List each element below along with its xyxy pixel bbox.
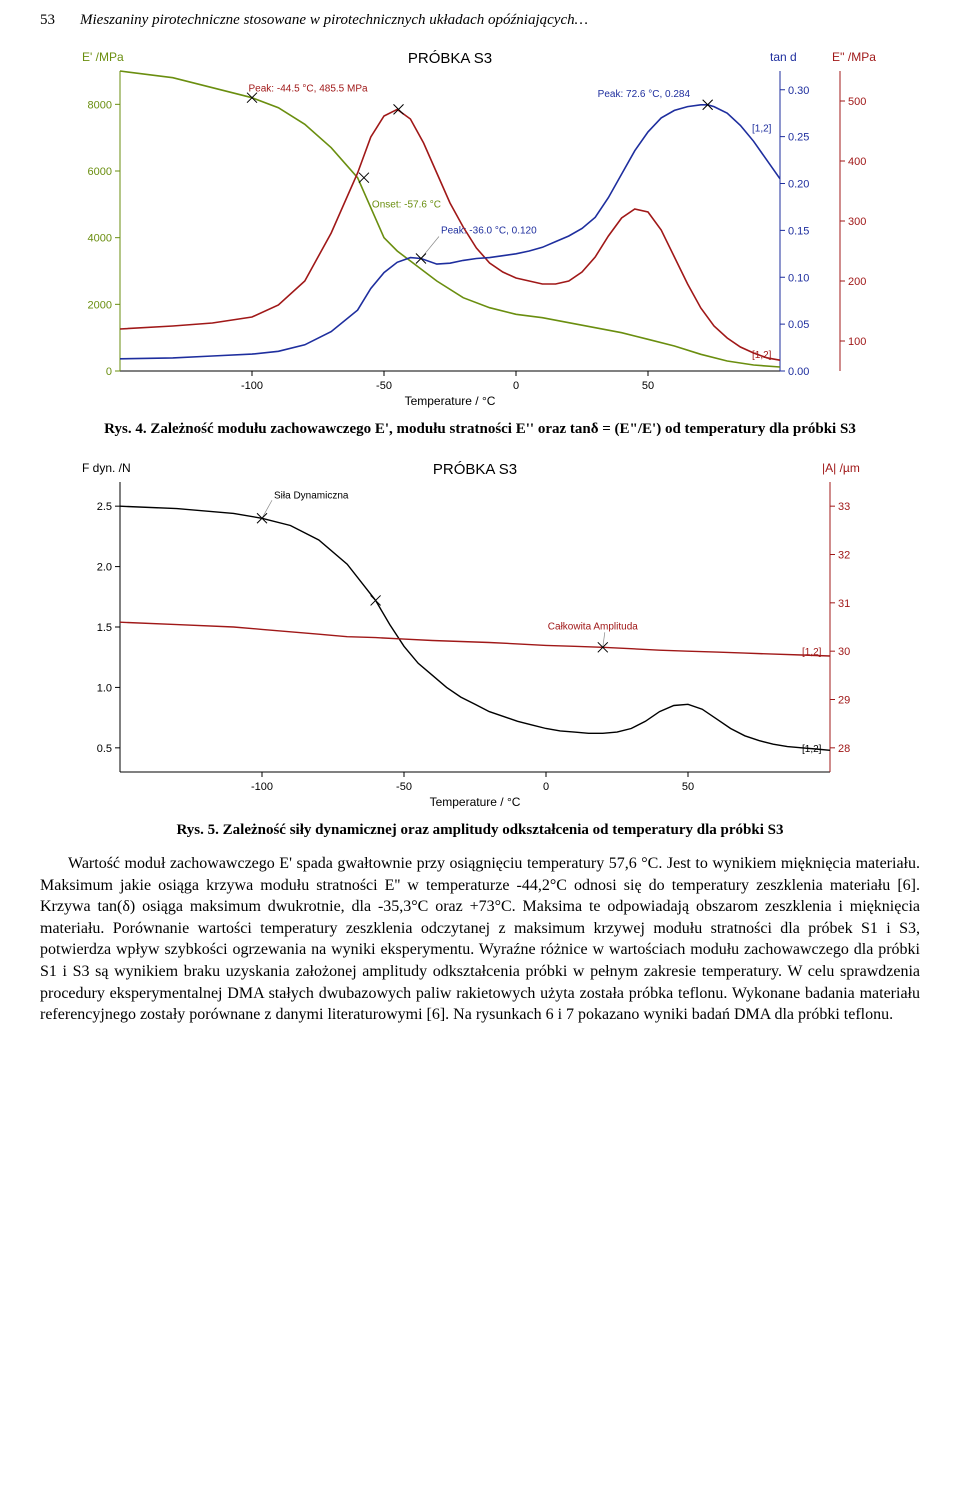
svg-text:29: 29 (838, 695, 850, 707)
figure-5-chart: -100 -50 0 50 Temperature / °C 0.5 1.0 1.5 2.0 2.… (40, 452, 920, 812)
svg-text:-100: -100 (241, 380, 263, 392)
svg-text:6000: 6000 (88, 166, 112, 178)
svg-text:tan d: tan d (770, 50, 797, 64)
svg-text:50: 50 (682, 781, 694, 793)
figure-5-caption: Rys. 5. Zależność siły dynamicznej oraz … (40, 822, 920, 839)
body-paragraph: Wartość moduł zachowawczego E' spada gwa… (40, 853, 920, 1026)
svg-text:-50: -50 (376, 380, 392, 392)
running-title: Mieszaniny pirotechniczne stosowane w pi… (80, 12, 920, 29)
svg-text:Temperature / °C: Temperature / °C (430, 795, 521, 809)
svg-text:4000: 4000 (88, 233, 112, 245)
svg-text:31: 31 (838, 598, 850, 610)
page-number: 53 (40, 12, 80, 29)
svg-text:Peak: -36.0 °C, 0.120: Peak: -36.0 °C, 0.120 (441, 226, 537, 237)
running-header: 53 Mieszaniny pirotechniczne stosowane w… (0, 0, 960, 33)
svg-text:0.10: 0.10 (788, 272, 809, 284)
svg-text:100: 100 (848, 336, 866, 348)
svg-text:[1,2]: [1,2] (802, 647, 822, 658)
svg-text:400: 400 (848, 156, 866, 168)
svg-text:[1,2]: [1,2] (752, 350, 772, 361)
svg-text:Siła Dynamiczna: Siła Dynamiczna (274, 490, 349, 501)
svg-text:1.5: 1.5 (97, 622, 112, 634)
svg-text:0.00: 0.00 (788, 366, 809, 378)
svg-text:0.15: 0.15 (788, 225, 809, 237)
svg-text:|A| /µm: |A| /µm (822, 461, 860, 475)
svg-text:0.25: 0.25 (788, 132, 809, 144)
svg-text:[1,2]: [1,2] (752, 123, 772, 134)
svg-text:[1,2]: [1,2] (802, 744, 822, 755)
svg-text:2.0: 2.0 (97, 562, 112, 574)
svg-text:30: 30 (838, 646, 850, 658)
svg-text:50: 50 (642, 380, 654, 392)
svg-text:-50: -50 (396, 781, 412, 793)
svg-text:0.20: 0.20 (788, 179, 809, 191)
svg-text:E' /MPa: E' /MPa (82, 50, 124, 64)
svg-text:0.05: 0.05 (788, 319, 809, 331)
svg-text:0.30: 0.30 (788, 85, 809, 97)
svg-text:Temperature / °C: Temperature / °C (405, 394, 496, 408)
figure-5: -100 -50 0 50 Temperature / °C 0.5 1.0 1.5 2.0 2.… (40, 452, 920, 812)
svg-text:1.0: 1.0 (97, 682, 112, 694)
svg-text:-100: -100 (251, 781, 273, 793)
svg-text:33: 33 (838, 501, 850, 513)
svg-text:200: 200 (848, 276, 866, 288)
svg-text:32: 32 (838, 550, 850, 562)
svg-text:PRÓBKA S3: PRÓBKA S3 (408, 50, 492, 67)
svg-text:8000: 8000 (88, 99, 112, 111)
svg-text:0: 0 (106, 366, 112, 378)
svg-text:2000: 2000 (88, 299, 112, 311)
svg-text:Całkowita Amplituda: Całkowita Amplituda (548, 621, 638, 632)
svg-text:E'' /MPa: E'' /MPa (832, 50, 876, 64)
figure-4-caption: Rys. 4. Zależność modułu zachowawczego E… (40, 421, 920, 438)
svg-text:0.5: 0.5 (97, 743, 112, 755)
svg-text:2.5: 2.5 (97, 501, 112, 513)
svg-text:28: 28 (838, 743, 850, 755)
figure-4-chart: -100 -50 0 50 Temperature / °C 0 2000 4000 6000 8… (40, 41, 920, 411)
svg-text:300: 300 (848, 216, 866, 228)
figure-4: -100 -50 0 50 Temperature / °C 0 2000 4000 6000 8… (40, 41, 920, 411)
svg-text:Onset: -57.6 °C: Onset: -57.6 °C (372, 200, 441, 211)
svg-text:0: 0 (513, 380, 519, 392)
svg-text:0: 0 (543, 781, 549, 793)
svg-text:PRÓBKA S3: PRÓBKA S3 (433, 461, 517, 478)
svg-text:Peak: 72.6 °C, 0.284: Peak: 72.6 °C, 0.284 (598, 89, 691, 100)
svg-text:500: 500 (848, 96, 866, 108)
svg-text:Peak: -44.5 °C, 485.5 MPa: Peak: -44.5 °C, 485.5 MPa (249, 83, 369, 94)
svg-text:F dyn. /N: F dyn. /N (82, 461, 131, 475)
